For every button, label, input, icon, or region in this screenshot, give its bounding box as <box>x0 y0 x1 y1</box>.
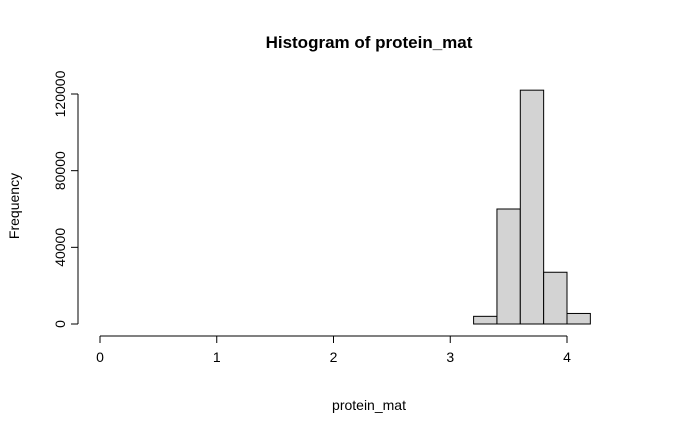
x-tick-label: 1 <box>213 349 221 365</box>
x-axis-label: protein_mat <box>332 397 406 413</box>
y-axis: 0 40000 80000 120000 <box>52 70 79 328</box>
y-axis-label: Frequency <box>6 173 22 239</box>
x-tick-label: 0 <box>96 349 104 365</box>
histogram-bar <box>496 208 521 325</box>
histogram-bar <box>543 271 568 325</box>
x-tick-label: 3 <box>446 349 454 365</box>
x-tick-label: 4 <box>563 349 571 365</box>
chart-title: Histogram of protein_mat <box>266 33 473 52</box>
y-tick-label: 80000 <box>52 151 68 190</box>
y-tick-label: 0 <box>52 320 68 328</box>
x-axis: 0 1 2 3 4 <box>96 335 571 365</box>
y-tick-label: 40000 <box>52 228 68 267</box>
y-tick-label: 120000 <box>52 70 68 117</box>
bars-group <box>473 89 591 325</box>
histogram-bar <box>519 89 545 325</box>
histogram-bar <box>566 312 591 325</box>
x-tick-label: 2 <box>330 349 338 365</box>
histogram-bar <box>473 315 498 325</box>
